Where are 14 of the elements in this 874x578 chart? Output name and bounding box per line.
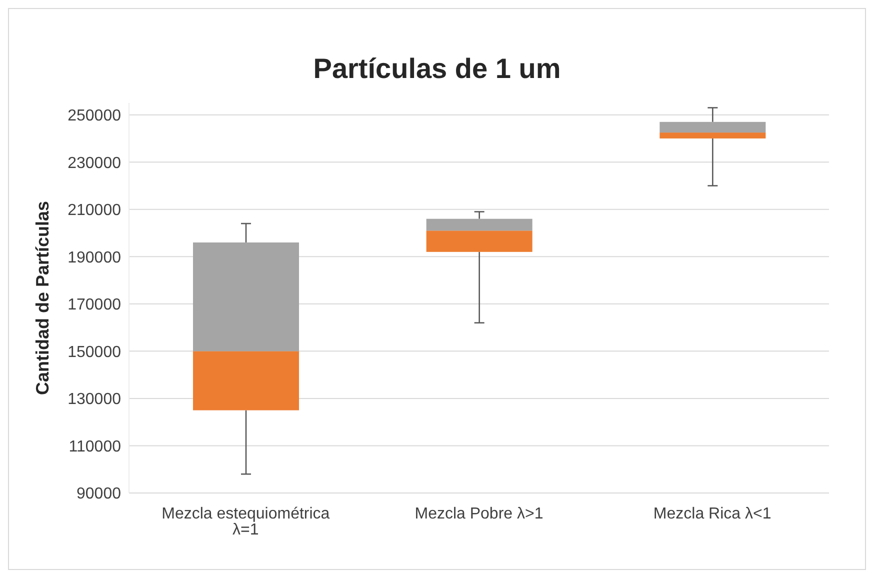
y-tick-label: 110000 <box>68 438 122 456</box>
y-tick-label: 210000 <box>68 202 122 220</box>
y-axis-title: Cantidad de Partículas <box>32 200 52 396</box>
y-tick-label: 170000 <box>68 296 122 314</box>
y-tick-label: 230000 <box>68 154 122 172</box>
y-tick-label: 190000 <box>68 249 122 266</box>
chart-title: Partículas de 1 um <box>312 53 562 86</box>
x-tick-label: Mezcla Pobre λ>1 <box>414 505 544 522</box>
y-tick-label: 150000 <box>68 344 122 361</box>
y-tick-label: 130000 <box>68 391 122 408</box>
y-tick-label: 90000 <box>76 486 122 503</box>
x-tick-label: Mezcla estequiométrica λ=1 <box>162 505 330 538</box>
y-tick-label: 250000 <box>68 108 122 124</box>
x-tick-label: Mezcla Rica λ<1 <box>653 505 772 522</box>
